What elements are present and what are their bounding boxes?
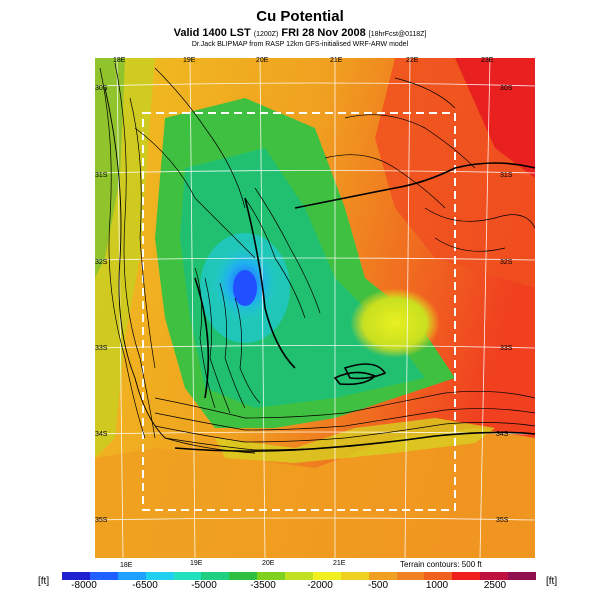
cu-potential-map <box>95 58 535 558</box>
valid-date: FRI 28 Nov 2008 <box>281 27 366 39</box>
lon-label-top-22e: 22E <box>406 57 419 64</box>
valid-time-line: Valid 1400 LST (1200Z) FRI 28 Nov 2008 [… <box>0 27 600 39</box>
colorbar-swatch <box>368 572 397 580</box>
inner-domain-box <box>142 112 456 511</box>
colorbar-tick: -5000 <box>191 580 217 591</box>
colorbar-unit-left: [ft] <box>38 576 50 587</box>
model-credit: Dr.Jack BLIPMAP from RASP 12km GFS-initi… <box>191 41 409 48</box>
valid-time: Valid 1400 LST <box>173 27 251 39</box>
south-yellow-strip <box>215 418 495 463</box>
lon-label-top-19e: 19E <box>183 57 196 64</box>
colorbar-swatch <box>508 572 536 580</box>
colorbar-swatch <box>480 572 508 580</box>
major-terrain-contours <box>174 162 535 452</box>
utc-time: (1200Z) <box>253 31 279 38</box>
lat-label-right-34s: 34S <box>496 431 509 438</box>
colorbar-swatch <box>62 572 90 580</box>
lon-label-top-23e: 23E <box>481 57 494 64</box>
lon-label-bottom-19e: 19E <box>190 560 203 567</box>
forecast-info: [18hrFcst@0118Z] <box>368 31 427 38</box>
lat-label-right-32s: 32S <box>500 259 513 266</box>
colorbar-swatch <box>173 572 202 580</box>
lon-label-bottom-18e: 18E <box>120 562 133 569</box>
lat-label-left-34s: 34S <box>95 431 108 438</box>
lat-label-left-31s: 31S <box>95 172 108 179</box>
colorbar-tick: 1000 <box>425 580 449 591</box>
lon-label-top-20e: 20E <box>256 57 269 64</box>
colorbar-swatch <box>340 572 369 580</box>
lat-lon-grid <box>95 58 535 558</box>
colorbar-swatch <box>229 572 258 580</box>
colorbar-tick: 2500 <box>483 580 507 591</box>
lat-label-right-30s: 30S <box>500 85 513 92</box>
colorbar-tick: -8000 <box>71 580 97 591</box>
colorbar-swatch <box>257 572 285 580</box>
colorbar <box>62 572 536 580</box>
lat-label-right-31s: 31S <box>500 172 513 179</box>
colorbar-swatch <box>145 572 174 580</box>
colorbar-swatch <box>201 572 230 580</box>
max-potential-area <box>455 58 535 178</box>
lat-label-right-33s: 33S <box>500 345 513 352</box>
colorbar-tick: -500 <box>367 580 389 591</box>
lat-label-left-30s: 30S <box>95 85 108 92</box>
terrain-contour-note: Terrain contours: 500 ft <box>400 560 482 569</box>
colorbar-swatch <box>396 572 425 580</box>
colorbar-tick: -3500 <box>250 580 276 591</box>
colorbar-swatch <box>424 572 453 580</box>
lat-label-left-35s: 35S <box>95 517 108 524</box>
southern-field <box>95 428 535 558</box>
lon-label-top-21e: 21E <box>330 57 343 64</box>
colorbar-tick: -2000 <box>307 580 333 591</box>
colorbar-tick: -6500 <box>132 580 158 591</box>
min-potential-spot <box>233 270 257 306</box>
terrain-contours <box>99 62 535 451</box>
lon-label-bottom-20e: 20E <box>262 560 275 567</box>
colorbar-swatch <box>117 572 146 580</box>
lon-label-top-18e: 18E <box>113 57 126 64</box>
coastline <box>104 87 256 454</box>
map-title: Cu Potential <box>256 8 344 25</box>
colorbar-swatch <box>312 572 341 580</box>
east-yellow-blob <box>350 288 440 358</box>
colorbar-swatch <box>89 572 118 580</box>
lat-label-left-32s: 32S <box>95 259 108 266</box>
colorbar-unit-right: [ft] <box>546 576 558 587</box>
lat-label-left-33s: 33S <box>95 345 108 352</box>
colorbar-swatch <box>452 572 481 580</box>
lat-label-right-35s: 35S <box>496 517 509 524</box>
colorbar-swatch <box>285 572 313 580</box>
lon-label-bottom-21e: 21E <box>333 560 346 567</box>
